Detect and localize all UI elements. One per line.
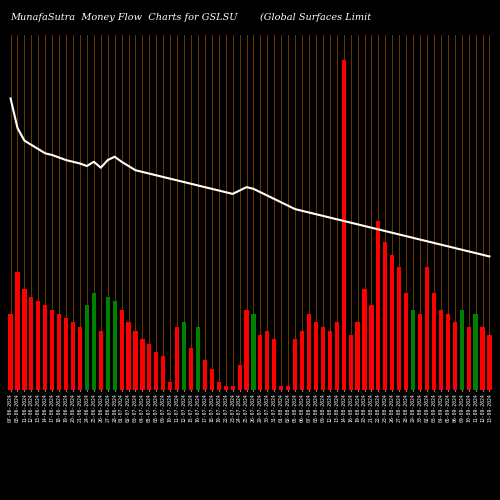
- Bar: [452, 322, 457, 390]
- Bar: [390, 255, 394, 390]
- Bar: [106, 297, 110, 390]
- Bar: [432, 293, 436, 390]
- Bar: [466, 326, 470, 390]
- Bar: [328, 331, 332, 390]
- Bar: [252, 314, 256, 390]
- Bar: [460, 310, 464, 390]
- Bar: [418, 314, 422, 390]
- Bar: [57, 314, 61, 390]
- Bar: [238, 364, 242, 390]
- Bar: [50, 310, 54, 390]
- Bar: [154, 352, 158, 390]
- Bar: [300, 331, 304, 390]
- Bar: [362, 288, 366, 390]
- Bar: [216, 382, 221, 390]
- Bar: [384, 242, 388, 390]
- Bar: [78, 326, 82, 390]
- Bar: [439, 310, 443, 390]
- Bar: [272, 340, 276, 390]
- Bar: [43, 306, 48, 390]
- Bar: [446, 314, 450, 390]
- Bar: [425, 268, 429, 390]
- Bar: [474, 314, 478, 390]
- Bar: [334, 322, 339, 390]
- Bar: [411, 310, 415, 390]
- Bar: [397, 268, 402, 390]
- Bar: [8, 314, 12, 390]
- Bar: [189, 348, 193, 390]
- Bar: [126, 322, 130, 390]
- Bar: [230, 386, 234, 390]
- Bar: [16, 272, 20, 390]
- Bar: [244, 310, 248, 390]
- Bar: [348, 335, 352, 390]
- Bar: [148, 344, 152, 390]
- Bar: [182, 322, 186, 390]
- Bar: [314, 322, 318, 390]
- Bar: [370, 306, 374, 390]
- Bar: [112, 301, 116, 390]
- Bar: [356, 322, 360, 390]
- Bar: [224, 386, 228, 390]
- Bar: [480, 326, 484, 390]
- Text: MunafaSutra  Money Flow  Charts for GSLSU: MunafaSutra Money Flow Charts for GSLSU: [10, 12, 237, 22]
- Bar: [307, 314, 311, 390]
- Bar: [36, 301, 40, 390]
- Bar: [210, 369, 214, 390]
- Bar: [161, 356, 166, 390]
- Bar: [92, 293, 96, 390]
- Bar: [258, 335, 262, 390]
- Bar: [22, 288, 26, 390]
- Text: (Global Surfaces Limit: (Global Surfaces Limit: [260, 12, 371, 22]
- Bar: [64, 318, 68, 390]
- Bar: [98, 331, 103, 390]
- Bar: [286, 386, 290, 390]
- Bar: [175, 326, 179, 390]
- Bar: [404, 293, 408, 390]
- Bar: [196, 326, 200, 390]
- Bar: [140, 340, 144, 390]
- Bar: [120, 310, 124, 390]
- Bar: [203, 360, 207, 390]
- Bar: [488, 335, 492, 390]
- Bar: [85, 306, 89, 390]
- Bar: [30, 297, 34, 390]
- Bar: [266, 331, 270, 390]
- Bar: [168, 382, 172, 390]
- Bar: [342, 60, 346, 390]
- Bar: [279, 386, 283, 390]
- Bar: [376, 221, 380, 390]
- Bar: [134, 331, 138, 390]
- Bar: [71, 322, 75, 390]
- Bar: [293, 340, 297, 390]
- Bar: [321, 326, 325, 390]
